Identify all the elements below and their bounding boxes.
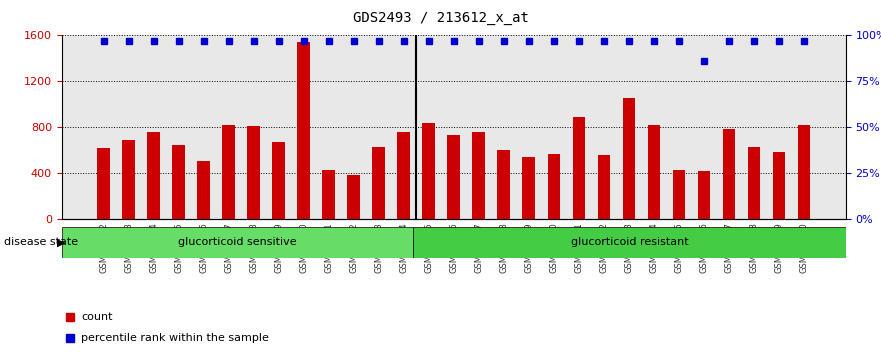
Bar bbox=[122, 140, 135, 219]
Bar bbox=[347, 175, 360, 219]
Bar bbox=[498, 150, 510, 219]
FancyBboxPatch shape bbox=[413, 227, 846, 258]
Bar bbox=[147, 132, 159, 219]
Text: glucorticoid sensitive: glucorticoid sensitive bbox=[178, 238, 297, 247]
Bar bbox=[648, 125, 660, 219]
Text: glucorticoid resistant: glucorticoid resistant bbox=[571, 238, 688, 247]
Bar bbox=[298, 42, 310, 219]
Bar bbox=[597, 155, 610, 219]
Bar bbox=[97, 148, 110, 219]
Bar bbox=[397, 132, 410, 219]
Bar bbox=[272, 142, 285, 219]
Bar bbox=[547, 154, 560, 219]
Bar bbox=[248, 126, 260, 219]
FancyBboxPatch shape bbox=[62, 227, 413, 258]
Bar bbox=[448, 136, 460, 219]
Bar bbox=[197, 161, 210, 219]
Text: count: count bbox=[81, 312, 113, 322]
Bar bbox=[173, 145, 185, 219]
Bar bbox=[773, 152, 785, 219]
Text: GDS2493 / 213612_x_at: GDS2493 / 213612_x_at bbox=[352, 11, 529, 25]
Bar bbox=[373, 147, 385, 219]
Bar bbox=[522, 157, 535, 219]
Bar bbox=[573, 117, 585, 219]
Bar bbox=[797, 125, 811, 219]
Bar bbox=[698, 171, 710, 219]
Bar bbox=[623, 97, 635, 219]
Bar bbox=[748, 147, 760, 219]
Bar bbox=[672, 170, 685, 219]
Text: percentile rank within the sample: percentile rank within the sample bbox=[81, 333, 270, 343]
Text: disease state: disease state bbox=[4, 238, 78, 247]
Bar bbox=[722, 129, 735, 219]
Bar bbox=[423, 123, 435, 219]
Bar bbox=[322, 170, 335, 219]
Bar bbox=[222, 125, 235, 219]
Bar bbox=[472, 132, 485, 219]
Text: ▶: ▶ bbox=[57, 238, 66, 247]
